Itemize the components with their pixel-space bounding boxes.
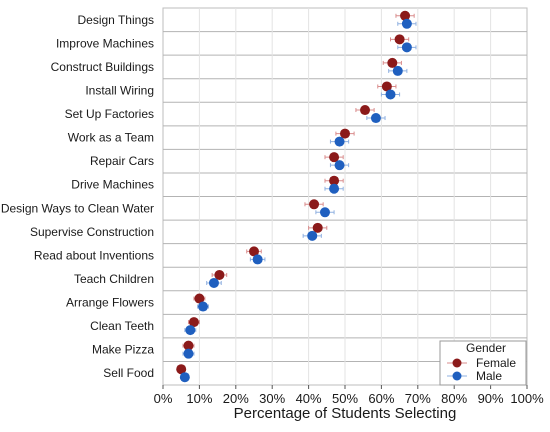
- male-point: [401, 18, 412, 29]
- grid-lines: [163, 8, 527, 385]
- female-point: [312, 222, 323, 233]
- x-tick-label: 50%: [332, 391, 358, 406]
- legend-title: Gender: [466, 341, 506, 355]
- female-point: [340, 128, 350, 139]
- category-label: Make Pizza: [92, 343, 154, 357]
- category-label: Design Ways to Clean Water: [1, 201, 154, 215]
- category-label: Construct Buildings: [51, 60, 154, 74]
- x-tick-label: 20%: [223, 391, 249, 406]
- female-point: [194, 293, 205, 304]
- category-label: Design Things: [78, 13, 155, 27]
- x-tick-label: 40%: [296, 391, 322, 406]
- category-labels: Design Things Improve Machines Construct B…: [1, 13, 154, 380]
- female-point: [394, 34, 405, 45]
- female-point: [176, 364, 187, 375]
- category-label: Drive Machines: [71, 178, 154, 192]
- legend: Gender Female Male: [439, 340, 527, 386]
- x-tick-label: 60%: [368, 391, 394, 406]
- x-tick-label: 30%: [259, 391, 285, 406]
- category-label: Work as a Team: [68, 131, 154, 145]
- legend-male-marker: [452, 371, 462, 381]
- male-point: [185, 325, 196, 336]
- male-point: [334, 136, 345, 147]
- legend-male-label: Male: [476, 369, 502, 383]
- category-label: Set Up Factories: [65, 107, 154, 121]
- category-label: Install Wiring: [85, 83, 154, 97]
- category-label: Improve Machines: [56, 36, 154, 50]
- x-tick-label: 70%: [405, 391, 431, 406]
- female-point: [400, 10, 411, 21]
- male-point: [392, 65, 403, 76]
- male-point: [307, 230, 318, 241]
- female-point: [309, 199, 320, 210]
- female-point: [214, 269, 225, 280]
- male-point: [319, 207, 330, 218]
- male-point: [370, 113, 381, 124]
- data-points: [176, 10, 417, 383]
- x-tick-label: 0%: [154, 391, 173, 406]
- male-point: [334, 160, 345, 171]
- male-point: [329, 183, 340, 194]
- category-label: Supervise Construction: [30, 225, 154, 239]
- male-point: [198, 301, 209, 312]
- category-label: Repair Cars: [90, 154, 154, 168]
- male-point: [385, 89, 396, 100]
- x-tick-label: 100%: [510, 391, 544, 406]
- male-point: [401, 42, 412, 53]
- legend-female-label: Female: [476, 356, 516, 370]
- x-axis-ticks: 0% 10% 20% 30% 40% 50% 60% 70% 80% 90% 100%: [154, 385, 544, 406]
- female-point: [188, 317, 199, 328]
- x-tick-label: 90%: [478, 391, 504, 406]
- female-point: [329, 152, 340, 163]
- x-tick-label: 10%: [186, 391, 212, 406]
- male-point: [183, 348, 194, 359]
- female-point: [249, 246, 259, 257]
- x-axis-title: Percentage of Students Selecting: [234, 405, 457, 422]
- category-label: Sell Food: [103, 366, 154, 380]
- legend-female-marker: [452, 358, 462, 368]
- category-label: Teach Children: [74, 272, 154, 286]
- male-point: [252, 254, 263, 265]
- x-tick-label: 80%: [441, 391, 467, 406]
- female-point: [387, 57, 398, 68]
- female-point: [381, 81, 392, 92]
- female-point: [360, 105, 371, 116]
- male-point: [179, 372, 190, 383]
- male-point: [208, 277, 219, 288]
- female-point: [329, 175, 340, 186]
- female-point: [183, 340, 194, 351]
- category-label: Arrange Flowers: [66, 296, 154, 310]
- category-label: Clean Teeth: [90, 319, 154, 333]
- category-label: Read about Inventions: [34, 248, 154, 262]
